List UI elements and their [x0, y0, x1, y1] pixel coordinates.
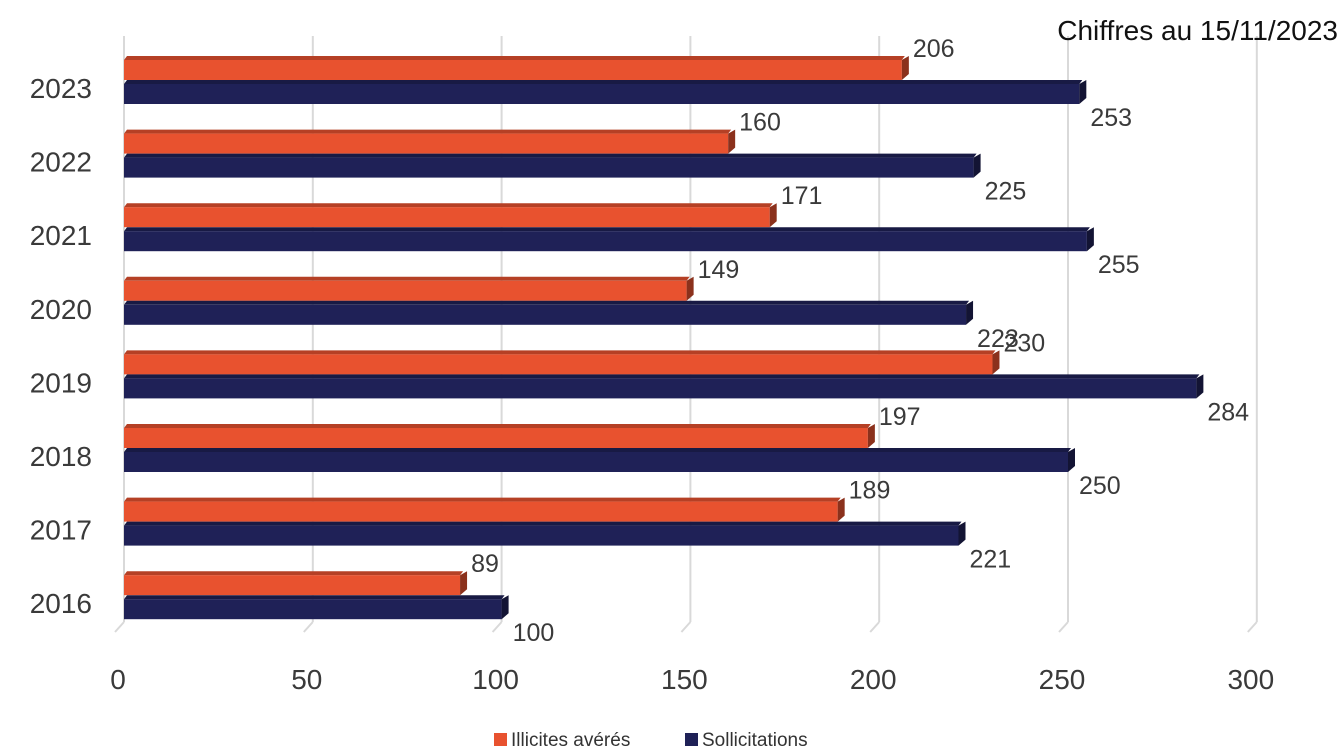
legend-swatch-illicites	[494, 733, 507, 746]
gridline-foot	[1058, 621, 1069, 633]
bar-sollicitations-top	[124, 448, 1071, 452]
category-labels: 2023 2022 2021 2020 2019 2018 2017 2016	[30, 73, 92, 619]
bar-illicites	[124, 354, 993, 375]
bar-sollicitations-top	[124, 227, 1090, 232]
bar-sollicitations-end	[958, 521, 966, 546]
bar-illicites-end	[867, 424, 875, 448]
bar-sollicitations-end	[1079, 80, 1087, 104]
data-label-illicites: 149	[698, 256, 740, 284]
data-label-illicites: 89	[471, 550, 499, 578]
date-note: Chiffres au 15/11/2023	[1057, 15, 1338, 46]
x-tick-label: 200	[850, 664, 897, 695]
bar-sollicitations-top	[124, 80, 1083, 84]
data-label-sollicitations: 284	[1207, 398, 1249, 426]
data-label-illicites: 160	[739, 109, 781, 137]
bar-illicites	[124, 428, 868, 448]
category-label: 2020	[30, 294, 92, 325]
x-tick-label: 0	[110, 664, 126, 695]
bar-illicites-end	[901, 56, 909, 80]
bar-sollicitations	[124, 157, 974, 178]
bar-illicites-top	[124, 424, 871, 428]
bar-illicites-top	[124, 203, 773, 208]
bar-illicites	[124, 575, 461, 596]
bar-sollicitations	[124, 231, 1087, 252]
bar-sollicitations-top	[124, 521, 962, 526]
legend-label-sollicitations: Sollicitations	[702, 730, 808, 751]
bar-sollicitations-end	[1086, 227, 1094, 252]
legend: Illicites avérés Sollicitations	[494, 730, 808, 751]
data-label-sollicitations: 225	[985, 178, 1027, 206]
bar-sollicitations-end	[1068, 448, 1075, 472]
bar-illicites-top	[124, 56, 905, 60]
bar-sollicitations	[124, 84, 1080, 104]
legend-label-illicites: Illicites avérés	[511, 730, 630, 751]
bar-sollicitations-top	[124, 300, 970, 305]
bar-sollicitations	[124, 599, 502, 620]
bar-sollicitations	[124, 452, 1068, 472]
bar-sollicitations-top	[124, 595, 505, 600]
bar-illicites-end	[992, 350, 1000, 375]
category-label: 2016	[30, 588, 92, 619]
legend-swatch-sollicitations	[685, 733, 698, 746]
gridline-foot	[114, 621, 125, 633]
gridline-foot	[491, 621, 503, 633]
bar-illicites	[124, 207, 770, 228]
data-label-sollicitations: 100	[513, 619, 555, 647]
bar-illicites-top	[124, 497, 841, 502]
x-tick-label: 100	[472, 664, 519, 695]
bar-sollicitations-end	[973, 153, 981, 178]
gridline-foot	[303, 621, 314, 633]
bar-illicites-top	[124, 350, 996, 355]
bar-sollicitations-top	[124, 374, 1200, 379]
bar-sollicitations	[124, 304, 967, 325]
category-label: 2017	[30, 515, 92, 546]
bar-illicites-end	[728, 129, 736, 154]
x-tick-label: 50	[291, 664, 322, 695]
data-label-sollicitations: 255	[1098, 251, 1140, 279]
category-label: 2018	[30, 441, 92, 472]
bar-illicites-end	[837, 497, 845, 522]
bar-sollicitations-end	[501, 595, 509, 620]
data-label-sollicitations: 221	[969, 546, 1011, 574]
x-tick-label: 300	[1227, 664, 1274, 695]
category-label: 2023	[30, 73, 92, 104]
gridline-foot	[869, 621, 880, 633]
bar-illicites	[124, 60, 902, 80]
bar-illicites	[124, 133, 729, 154]
data-label-sollicitations: 223	[977, 325, 1019, 353]
bar-illicites-end	[769, 203, 777, 228]
data-label-illicites: 171	[781, 182, 823, 210]
data-label-illicites: 189	[849, 477, 891, 505]
bar-illicites-top	[124, 276, 690, 281]
category-label: 2021	[30, 220, 92, 251]
bar-illicites	[124, 501, 838, 522]
bar-illicites-top	[124, 129, 732, 134]
category-label: 2019	[30, 367, 92, 398]
gridline-foot	[1247, 621, 1258, 633]
data-label-illicites: 206	[913, 35, 955, 63]
bars	[124, 56, 1204, 620]
data-label-sollicitations: 253	[1090, 104, 1132, 132]
x-tick-label: 250	[1039, 664, 1086, 695]
bar-sollicitations	[124, 378, 1197, 399]
gridline-foot	[680, 621, 692, 633]
bar-illicites-end	[686, 276, 694, 301]
data-label-illicites: 197	[879, 403, 921, 431]
bar-illicites-top	[124, 571, 464, 576]
data-label-sollicitations: 250	[1079, 472, 1121, 500]
x-tick-label: 150	[661, 664, 708, 695]
bar-sollicitations-top	[124, 153, 977, 158]
bar-sollicitations	[124, 525, 959, 546]
bar-sollicitations-end	[1196, 374, 1204, 399]
bar-illicites	[124, 280, 687, 301]
data-label-illicites: 230	[1003, 329, 1045, 357]
bar-sollicitations-end	[966, 300, 974, 325]
x-tick-labels: 0 50 100 150 200 250 300	[110, 664, 1274, 695]
category-label: 2022	[30, 147, 92, 178]
bar-illicites-end	[460, 571, 468, 596]
